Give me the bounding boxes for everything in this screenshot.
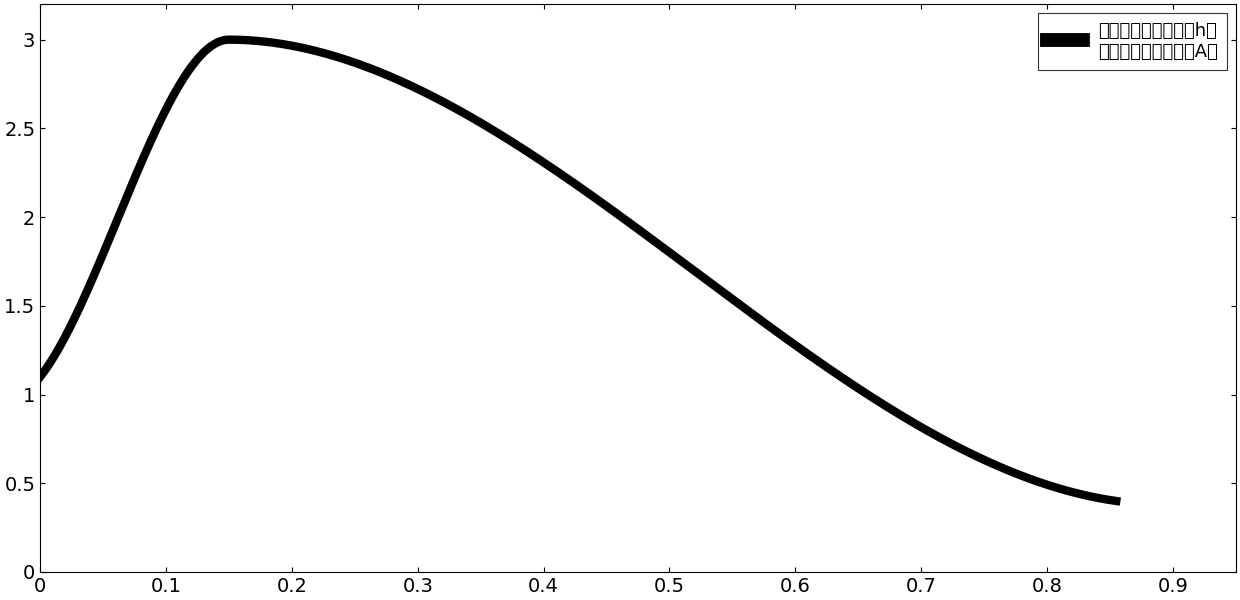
Legend: 横坐标：充电时间（h）
纵坐标：充电电流（A）: 横坐标：充电时间（h） 纵坐标：充电电流（A） (1038, 13, 1226, 70)
